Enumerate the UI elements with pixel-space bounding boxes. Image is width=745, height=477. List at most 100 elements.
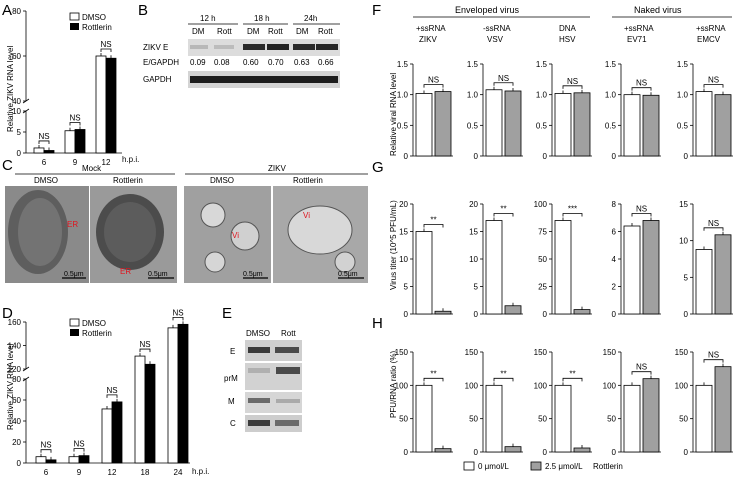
chart-a-y-tick-label: 5 [17,128,22,137]
blot-b-lane-1: DM [192,27,205,36]
chart-d-y-tick-label: 60 [12,396,21,405]
blot-e-label-e: E [230,347,235,356]
chart-h-bar-vehicle [623,384,641,453]
chart-f-y-tick-label: 1.0 [397,91,409,100]
blot-e-band [275,347,299,353]
chart-a-bar-dmso [33,147,45,154]
blot-e-lane-dmso: DMSO [246,329,270,338]
chart-d-x-tick-label: 12 [108,468,117,477]
chart-f-sig-label: NS [498,74,509,83]
chart-g-y-tick-label: 5 [684,273,689,282]
chart-h-y-tick-label: 150 [465,348,479,357]
chart-g-y-tick-label: 2 [612,283,617,292]
chart-h-y-tick-label: 150 [603,348,617,357]
chart-f-y-tick-label: 0 [684,152,689,161]
header-naked: Naked virus [634,5,682,15]
chart-d-sig-bracket [106,394,118,398]
legend-swatch-rottlerin-d [70,329,79,336]
chart-h-y-tick-label: 0 [474,448,479,457]
blot-e-membrane [245,392,302,413]
blot-b-band [293,44,315,50]
blot-e-band [275,420,299,426]
chart-a-sig-label: NS [69,113,80,122]
chart-g-y-tick-label: 8 [612,200,617,209]
chart-d-bar-dmso [134,355,146,464]
chart-d-sig-bracket [73,448,85,452]
chart-f-bar-treated [714,94,732,157]
chart-d-bar-rottlerin [78,455,90,464]
chart-h-sig-label: ** [569,369,575,378]
chart-f-bar-vehicle [695,91,713,157]
chart-f-bar-treated [434,91,452,157]
chart-f-sig-label: NS [567,77,578,86]
blot-e-label-c: C [230,419,236,428]
chart-g-sig-label: ** [430,216,436,225]
chart-d-bar-dmso [68,456,80,464]
chart-g-y-tick-label: 15 [679,200,688,209]
chart-h-sig-bracket [562,377,583,382]
chart-f-bar-vehicle [554,93,572,157]
em-label-vi: Vi [232,231,239,240]
chart-d-sig-bracket [172,316,184,321]
chart-g-bar-vehicle [485,220,503,315]
blot-b-band [243,44,265,50]
panel-a: Relative ZIKV RNA level DMSO Rottlerin h… [6,12,139,164]
virus-name-4: EV71 [627,35,647,44]
virus-name-2: VSV [487,35,504,44]
em-group-zikv: ZIKV [268,164,286,173]
blot-b-lane-2: Rott [217,27,232,36]
chart-h-sig-bracket [631,371,652,375]
chart-d-y-tick-label: 20 [12,438,21,447]
legend-dmso-d: DMSO [82,319,106,328]
em-col-rottlerin-mock: Rottlerin [113,176,143,185]
chart-a-bar-dmso [64,130,76,154]
chart-h-y-tick-label: 50 [607,415,616,424]
panel-label-h: H [372,315,383,332]
chart-a-y-tick-label: 80 [12,7,21,16]
em-scale-label: 0.5μm [243,271,263,278]
virus-name-3: HSV [559,35,576,44]
chart-h-bar-vehicle [415,384,433,453]
panel-a-xlabel: h.p.i. [122,155,139,164]
chart-f-y-tick-label: 1.5 [467,60,479,69]
panel-label-c: C [2,157,13,174]
legend-fgh: 0 μmol/L 2.5 μmol/L Rottlerin [463,461,623,471]
chart-d-bar-dmso [35,456,47,464]
chart-g-bar-treated [714,234,732,315]
blot-b-row-gapdh: GAPDH [143,75,172,84]
chart-a-x-tick-label: 9 [73,158,78,167]
chart-d-sig-bracket [40,449,52,453]
chart-h-y-tick-label: 50 [538,415,547,424]
chart-g-y-tick-label: 0 [474,310,479,319]
chart-a-bar-dmso [95,55,107,154]
legend-drug: Rottlerin [593,462,623,471]
chart-h-sig-label: NS [708,351,719,360]
blot-b-ratio-3: 0.60 [243,58,259,67]
chart-h-y-tick-label: 0 [404,448,409,457]
chart-g-y-tick-label: 0 [684,310,689,319]
chart-d-y-tick-label: 40 [12,417,21,426]
chart-h-y-tick-label: 100 [465,381,479,390]
chart-a-y-tick-label: 60 [12,52,21,61]
chart-a-sig-bracket [69,122,81,126]
chart-f-y-tick-label: 1.0 [605,91,617,100]
virus-type-2: -ssRNA [483,24,511,33]
em-texture [287,205,353,255]
blot-b-time-18h: 18 h [254,14,270,23]
em-texture [18,198,62,266]
chart-h-bar-treated [714,366,732,453]
blot-b-ratio-6: 0.66 [318,58,334,67]
blot-b-band [316,44,338,50]
chart-f-bar-vehicle [485,89,503,157]
blot-e-lane-rott: Rott [281,329,296,338]
chart-g-y-tick-label: 100 [534,200,548,209]
legend-treated: 2.5 μmol/L [545,462,583,471]
chart-f-y-tick-label: 0 [543,152,548,161]
chart-a-sig-label: NS [38,132,49,141]
legend-rottlerin-d: Rottlerin [82,329,112,338]
chart-g-y-tick-label: 50 [538,255,547,264]
chart-g-y-tick-label: 4 [612,255,617,264]
chart-d-x-tick-label: 24 [174,468,183,477]
chart-f-bar-vehicle [623,94,641,157]
blot-b-lane-5: DM [296,27,309,36]
